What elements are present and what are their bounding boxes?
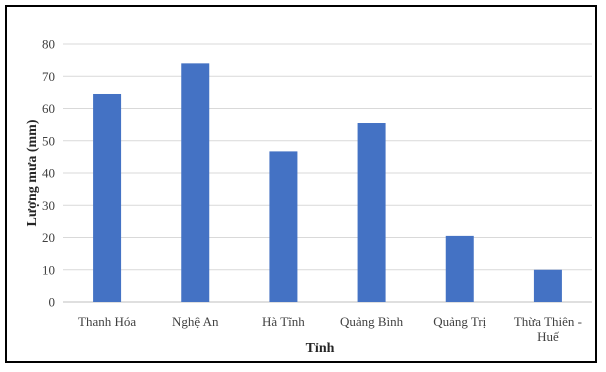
- y-tick-labels: 0 10 20 30 40 50 60 70 80: [42, 37, 55, 310]
- x-tick-label: Thanh Hóa: [78, 314, 136, 329]
- y-tick-label: 60: [42, 101, 55, 116]
- x-tick-label: Thừa Thiên -: [514, 314, 582, 329]
- bar: [357, 123, 386, 302]
- y-tick-label: 30: [42, 198, 55, 213]
- y-tick-label: 20: [42, 230, 55, 245]
- x-tick-labels: Thanh Hóa Nghệ An Hà Tĩnh Quảng Bình Quảng T…: [78, 314, 582, 344]
- y-tick-label: 10: [42, 262, 55, 277]
- y-tick-label: 40: [42, 166, 55, 181]
- x-tick-label: Huế: [537, 329, 560, 344]
- bars: [93, 63, 562, 302]
- y-tick-label: 70: [42, 69, 55, 84]
- bar: [93, 93, 122, 302]
- y-axis-title: Lượng mưa (mm): [25, 119, 40, 226]
- x-tick-label: Quảng Bình: [340, 314, 404, 329]
- y-tick-label: 0: [49, 295, 56, 310]
- bar: [181, 63, 210, 302]
- y-tick-label: 80: [42, 37, 55, 52]
- y-tick-label: 50: [42, 133, 55, 148]
- bar: [269, 151, 298, 302]
- x-tick-label: Nghệ An: [172, 314, 219, 329]
- bar: [445, 235, 474, 302]
- x-tick-label: Quảng Trị: [433, 314, 486, 329]
- bar: [533, 269, 562, 302]
- gridlines: [63, 43, 592, 303]
- x-tick-label: Hà Tĩnh: [262, 314, 305, 329]
- x-axis-title: Tỉnh: [306, 341, 335, 356]
